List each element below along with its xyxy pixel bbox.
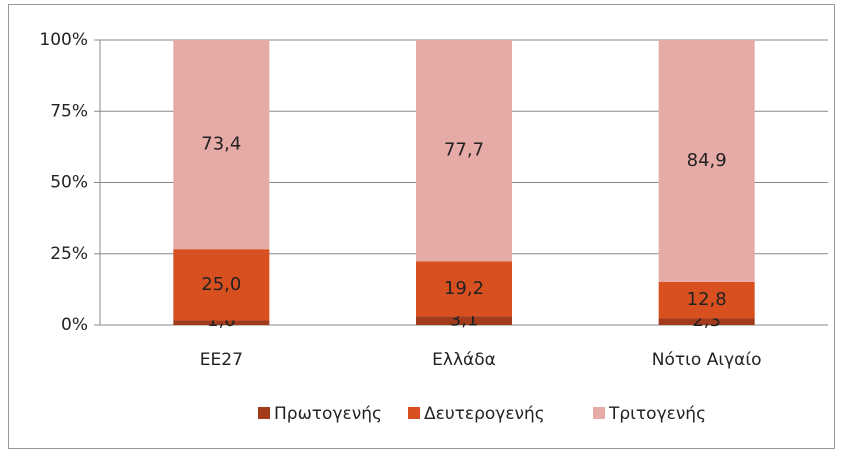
- legend-label: Δευτερογενής: [424, 404, 545, 424]
- y-tick-label: 50%: [50, 173, 88, 193]
- y-tick-label: 25%: [50, 244, 88, 264]
- data-label: 12,8: [687, 289, 727, 310]
- bar-segment: [416, 316, 512, 325]
- data-label: 84,9: [687, 150, 727, 171]
- y-tick-label: 75%: [50, 101, 88, 121]
- x-tick-label: Ελλάδα: [432, 350, 496, 370]
- legend-swatch: [408, 407, 420, 419]
- bar-segment: [416, 40, 512, 262]
- data-label: 19,2: [444, 278, 484, 299]
- legend-swatch: [593, 407, 605, 419]
- x-tick-label: ΕΕ27: [200, 350, 243, 370]
- x-tick-label: Νότιο Αιγαίο: [652, 350, 762, 370]
- bar-segment: [416, 261, 512, 317]
- bar-segment: [173, 249, 270, 321]
- bar-segment: [658, 318, 755, 325]
- legend-swatch: [258, 407, 270, 419]
- legend-label: Τριτογενής: [608, 404, 706, 424]
- legend-label: Πρωτογενής: [274, 404, 382, 424]
- bar-segment: [173, 40, 270, 250]
- bar-segment: [173, 320, 270, 325]
- bar-segment: [658, 281, 755, 319]
- y-tick-label: 0%: [61, 315, 88, 335]
- data-label: 77,7: [444, 140, 484, 161]
- y-tick-label: 100%: [39, 30, 88, 50]
- data-label: 25,0: [201, 274, 241, 295]
- data-label: 73,4: [201, 134, 241, 155]
- bar-segment: [658, 40, 755, 282]
